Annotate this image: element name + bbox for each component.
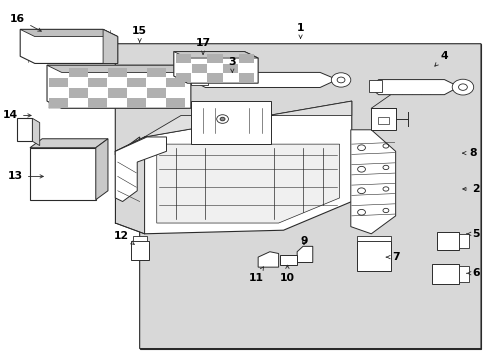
Text: 16: 16 [10,14,41,31]
Polygon shape [368,80,381,92]
Polygon shape [131,241,149,260]
Polygon shape [20,30,118,37]
Polygon shape [147,68,165,77]
Polygon shape [144,101,351,137]
Polygon shape [115,137,166,202]
Polygon shape [127,98,146,108]
Polygon shape [103,30,118,63]
Text: 11: 11 [249,267,264,283]
Polygon shape [108,88,127,98]
Polygon shape [190,101,271,144]
Circle shape [330,73,350,87]
Polygon shape [223,64,238,73]
Polygon shape [96,139,108,200]
Polygon shape [144,101,351,234]
Polygon shape [127,78,146,87]
Polygon shape [238,73,253,82]
Polygon shape [47,65,190,72]
Polygon shape [238,54,253,63]
Polygon shape [370,108,395,130]
Polygon shape [30,139,108,148]
Text: 5: 5 [466,229,479,239]
Polygon shape [193,72,336,87]
Polygon shape [69,68,88,77]
Text: 2: 2 [462,184,479,194]
Polygon shape [157,144,339,223]
Polygon shape [140,44,480,348]
Polygon shape [115,44,480,348]
Polygon shape [176,73,191,82]
Polygon shape [190,72,207,85]
Text: 17: 17 [195,38,210,54]
Polygon shape [88,98,107,108]
Polygon shape [49,78,68,87]
Polygon shape [173,51,258,83]
Polygon shape [279,255,297,265]
Polygon shape [32,118,40,145]
Polygon shape [207,54,222,63]
Polygon shape [297,246,312,262]
Polygon shape [166,98,185,108]
Text: 10: 10 [279,265,294,283]
Polygon shape [115,137,144,234]
Polygon shape [458,266,468,282]
Polygon shape [370,80,458,95]
Text: 13: 13 [8,171,43,181]
Polygon shape [191,64,206,73]
Text: 7: 7 [386,252,399,262]
Polygon shape [356,235,390,241]
Text: 9: 9 [300,236,307,246]
Polygon shape [258,252,278,267]
Text: 14: 14 [3,111,31,121]
Polygon shape [17,118,32,141]
Polygon shape [69,88,88,98]
Polygon shape [207,73,222,82]
Circle shape [220,117,224,121]
Circle shape [451,79,473,95]
Text: 4: 4 [434,51,447,66]
Polygon shape [173,51,258,58]
Text: 6: 6 [466,268,479,278]
Polygon shape [166,78,185,87]
Text: 15: 15 [132,26,147,42]
Polygon shape [431,264,458,284]
Text: 3: 3 [228,57,236,72]
Polygon shape [458,234,468,248]
Polygon shape [88,78,107,87]
Text: 1: 1 [296,23,304,39]
Polygon shape [30,148,96,200]
Polygon shape [176,54,191,63]
Polygon shape [350,130,395,234]
Polygon shape [147,88,165,98]
Text: 12: 12 [113,231,134,244]
Polygon shape [47,65,190,108]
Text: 8: 8 [462,148,475,158]
Polygon shape [377,117,388,125]
Polygon shape [356,241,390,271]
Polygon shape [133,235,147,241]
Polygon shape [20,30,118,63]
Polygon shape [108,68,127,77]
Polygon shape [49,98,68,108]
Polygon shape [436,232,458,250]
